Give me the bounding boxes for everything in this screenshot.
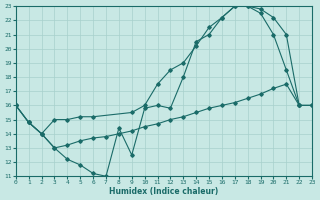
X-axis label: Humidex (Indice chaleur): Humidex (Indice chaleur) bbox=[109, 187, 219, 196]
